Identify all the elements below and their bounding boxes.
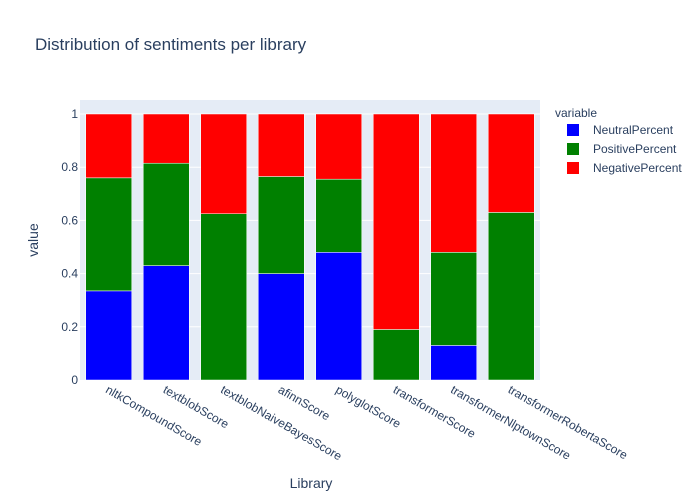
legend-item-neutralpercent[interactable]: NeutralPercent <box>567 123 674 137</box>
y-tick-label: 1 <box>71 107 78 121</box>
bar-positivepercent-textblobscore[interactable] <box>143 162 190 266</box>
x-axis-title: Library <box>290 475 333 491</box>
bar-neutralpercent-afinnscore[interactable] <box>258 273 305 381</box>
legend-swatch <box>567 143 579 155</box>
legend-item-negativepercent[interactable]: NegativePercent <box>567 161 682 175</box>
legend-label: NegativePercent <box>593 161 682 175</box>
chart-title: Distribution of sentiments per library <box>35 35 307 54</box>
y-axis-title: value <box>25 223 41 257</box>
bar-negativepercent-transformerrobertascore[interactable] <box>488 113 535 213</box>
bar-neutralpercent-transformernlptownscore[interactable] <box>430 345 477 381</box>
legend-swatch <box>567 124 579 136</box>
bar-positivepercent-transformernlptownscore[interactable] <box>430 252 477 346</box>
bar-negativepercent-polyglotscore[interactable] <box>315 113 362 180</box>
legend-title: variable <box>555 106 597 120</box>
bar-neutralpercent-textblobscore[interactable] <box>143 265 190 381</box>
y-tick-label: 0 <box>71 373 78 387</box>
bar-positivepercent-textblobnaivebayesscore[interactable] <box>200 213 247 381</box>
bar-positivepercent-afinnscore[interactable] <box>258 176 305 274</box>
y-tick-label: 0.4 <box>61 267 78 281</box>
bars <box>85 113 535 381</box>
bar-neutralpercent-nltkcompoundscore[interactable] <box>85 290 132 381</box>
bar-positivepercent-polyglotscore[interactable] <box>315 178 362 253</box>
x-tick-label: nltkCompoundScore <box>103 382 204 449</box>
bar-positivepercent-transformerscore[interactable] <box>373 329 420 381</box>
bar-negativepercent-transformernlptownscore[interactable] <box>430 113 477 253</box>
y-tick-label: 0.8 <box>61 160 78 174</box>
bar-negativepercent-afinnscore[interactable] <box>258 113 305 177</box>
legend-swatch <box>567 162 579 174</box>
y-tick-label: 0.2 <box>61 320 78 334</box>
bar-positivepercent-transformerrobertascore[interactable] <box>488 212 535 381</box>
legend-item-positivepercent[interactable]: PositivePercent <box>567 142 677 156</box>
y-tick-label: 0.6 <box>61 213 78 227</box>
bar-negativepercent-textblobscore[interactable] <box>143 113 190 164</box>
x-tick-labels: nltkCompoundScoretextblobScoretextblobNa… <box>103 382 630 463</box>
legend-label: NeutralPercent <box>593 123 674 137</box>
bar-negativepercent-transformerscore[interactable] <box>373 113 420 330</box>
bar-positivepercent-nltkcompoundscore[interactable] <box>85 177 132 292</box>
legend-label: PositivePercent <box>593 142 677 156</box>
bar-negativepercent-nltkcompoundscore[interactable] <box>85 113 132 179</box>
legend: variable NeutralPercent PositivePercent Ne… <box>555 106 682 175</box>
y-tick-labels: 0 0.2 0.4 0.6 0.8 1 <box>61 107 78 387</box>
bar-neutralpercent-polyglotscore[interactable] <box>315 252 362 381</box>
bar-negativepercent-textblobnaivebayesscore[interactable] <box>200 113 247 214</box>
